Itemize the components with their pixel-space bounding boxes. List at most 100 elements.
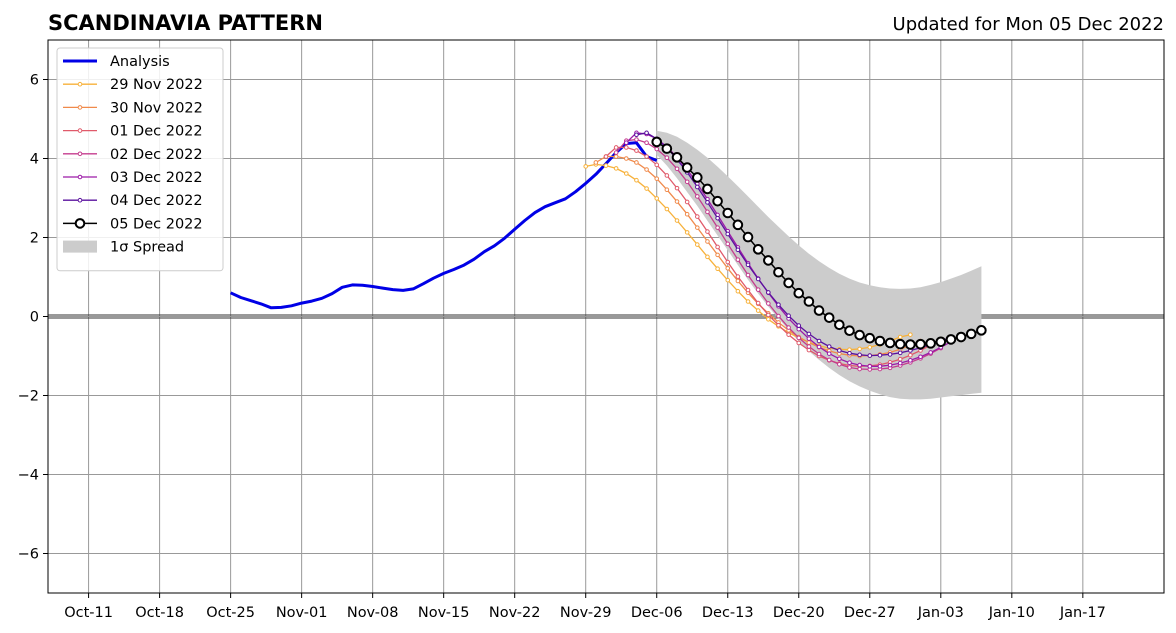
series-point bbox=[976, 325, 987, 336]
series-point bbox=[837, 348, 842, 353]
series-point bbox=[955, 331, 967, 343]
legend: Analysis 29 Nov 2022 30 Nov 2022 01 Dec 202… bbox=[56, 47, 224, 272]
series-point bbox=[766, 316, 771, 322]
series-point bbox=[826, 344, 832, 349]
x-tick-label: Nov-15 bbox=[418, 605, 470, 621]
series-point bbox=[925, 338, 936, 349]
series-point bbox=[735, 288, 741, 294]
series-point bbox=[755, 276, 761, 282]
x-tick-label: Jan-10 bbox=[988, 605, 1035, 621]
series-point bbox=[928, 350, 933, 355]
y-tick-label: 6 bbox=[30, 73, 39, 89]
x-tick-label: Oct-18 bbox=[135, 605, 184, 621]
legend-box bbox=[56, 47, 224, 272]
series-point bbox=[965, 328, 977, 340]
y-tick-label: −4 bbox=[18, 468, 39, 484]
series-point bbox=[755, 300, 761, 306]
series-point bbox=[702, 183, 713, 195]
series-point bbox=[725, 266, 731, 271]
series-point bbox=[806, 331, 812, 337]
series-point bbox=[725, 241, 731, 247]
series-point bbox=[735, 247, 741, 253]
series-point bbox=[776, 322, 781, 328]
series-point bbox=[715, 225, 720, 230]
series-point bbox=[705, 209, 710, 215]
series-point bbox=[766, 301, 771, 306]
chart-subtitle: Updated for Mon 05 Dec 2022 bbox=[893, 14, 1164, 35]
series-point bbox=[847, 365, 852, 370]
legend-marker bbox=[74, 218, 86, 229]
series-point bbox=[654, 196, 660, 201]
series-0 bbox=[229, 141, 658, 310]
chart-title: SCANDINAVIA PATTERN bbox=[48, 11, 323, 35]
series-point bbox=[884, 337, 896, 349]
series-point bbox=[583, 164, 589, 169]
series-point bbox=[623, 140, 629, 145]
series-point bbox=[603, 163, 609, 168]
series-point bbox=[634, 148, 639, 153]
series-point bbox=[857, 346, 862, 352]
series-point bbox=[908, 352, 913, 358]
series-point bbox=[695, 214, 700, 219]
series-point bbox=[725, 259, 731, 265]
x-tick-label: Dec-20 bbox=[773, 605, 825, 621]
series-point bbox=[725, 277, 731, 283]
series-point bbox=[755, 287, 761, 292]
series-point bbox=[695, 184, 700, 190]
series-point bbox=[732, 219, 744, 231]
series-point bbox=[684, 230, 690, 235]
series-point bbox=[806, 336, 812, 341]
series-point bbox=[613, 145, 619, 150]
series-point bbox=[695, 242, 700, 247]
x-tick-label: Dec-13 bbox=[702, 605, 754, 621]
series-point bbox=[613, 154, 619, 159]
series-point bbox=[715, 244, 720, 250]
series-point bbox=[745, 272, 751, 278]
series-point bbox=[674, 218, 680, 223]
series-point bbox=[786, 332, 791, 337]
x-tick-label: Dec-27 bbox=[844, 605, 896, 621]
series-point bbox=[844, 325, 855, 337]
y-tick-label: 2 bbox=[30, 231, 39, 247]
series-point bbox=[826, 351, 832, 356]
series-point bbox=[826, 357, 832, 363]
legend-marker bbox=[77, 151, 83, 157]
series-point bbox=[897, 356, 903, 362]
x-tick-label: Nov-22 bbox=[489, 605, 541, 621]
legend-label: 30 Nov 2022 bbox=[110, 100, 203, 116]
series-point bbox=[766, 290, 771, 295]
series-point bbox=[623, 156, 629, 161]
series-point bbox=[786, 325, 791, 330]
series-point bbox=[715, 252, 720, 258]
series-7 bbox=[651, 136, 987, 350]
series-point bbox=[593, 160, 599, 165]
series-point bbox=[864, 332, 876, 344]
series-point bbox=[915, 338, 926, 350]
y-tick-label: −6 bbox=[18, 547, 39, 563]
series-point bbox=[766, 312, 771, 318]
series-point bbox=[684, 199, 690, 205]
series-point bbox=[783, 277, 794, 289]
series-point bbox=[644, 167, 649, 172]
series-point bbox=[796, 335, 802, 341]
series-point bbox=[894, 338, 906, 350]
series-point bbox=[623, 171, 629, 176]
series-line bbox=[229, 141, 658, 310]
legend-label: 03 Dec 2022 bbox=[110, 170, 203, 186]
series-point bbox=[644, 140, 649, 145]
series-point bbox=[613, 150, 619, 155]
series-point bbox=[725, 231, 731, 237]
legend-label: 01 Dec 2022 bbox=[110, 124, 203, 140]
series-point bbox=[834, 319, 845, 331]
series-3 bbox=[603, 145, 933, 369]
series-point bbox=[908, 358, 913, 363]
series-point bbox=[654, 162, 660, 168]
series-point bbox=[644, 186, 649, 191]
series-point bbox=[786, 313, 791, 319]
series-point bbox=[705, 254, 710, 260]
spread-layer bbox=[656, 130, 982, 400]
series-point bbox=[674, 185, 680, 191]
series-point bbox=[897, 334, 903, 340]
legend-label: 29 Nov 2022 bbox=[110, 77, 203, 93]
series-point bbox=[796, 340, 802, 346]
